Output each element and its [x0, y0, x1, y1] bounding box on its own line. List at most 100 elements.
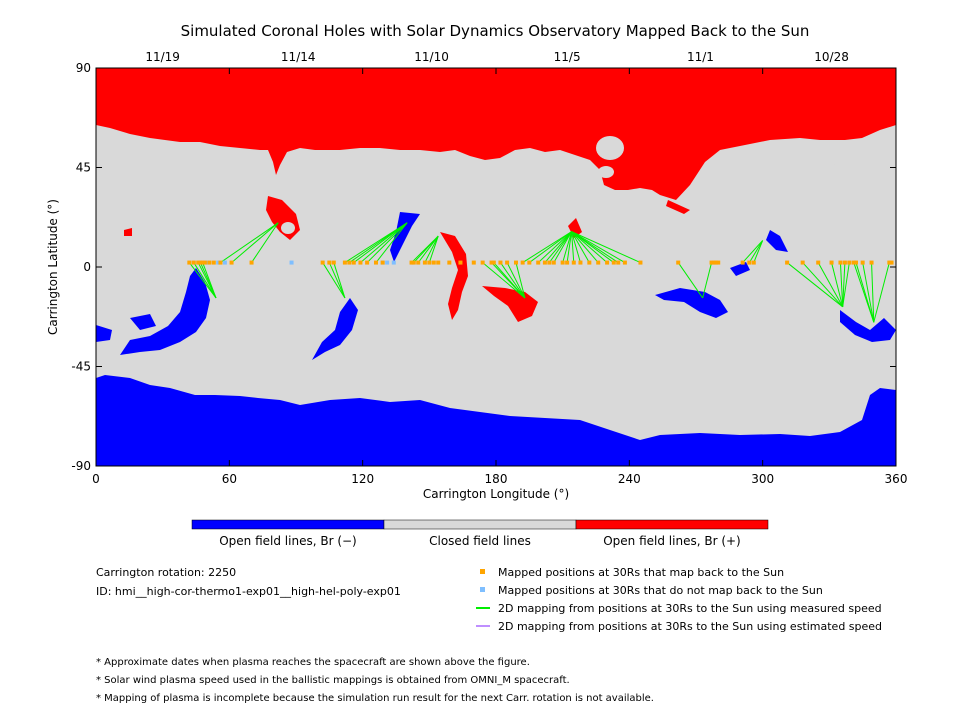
colorbar-label-closed: Closed field lines: [429, 534, 531, 548]
mapping-line: [553, 231, 572, 263]
mapped-point: [638, 260, 643, 265]
mapped-point: [622, 260, 627, 265]
y-tick-label: -90: [71, 459, 91, 473]
mapping-line: [862, 262, 875, 323]
mapped-point: [218, 260, 223, 265]
not-mapped-point: [216, 260, 221, 265]
colorbar-label-negative: Open field lines, Br (−): [219, 534, 357, 548]
mapped-point: [191, 260, 196, 265]
colorbar-open-negative: [191, 519, 385, 530]
open-negative-patch: [312, 298, 358, 360]
mapping-line: [529, 231, 572, 263]
mapped-point: [498, 260, 503, 265]
mapped-point: [211, 260, 216, 265]
mapped-point: [374, 260, 378, 265]
mapped-point: [560, 260, 565, 265]
mapped-point: [327, 260, 332, 265]
mapped-point: [202, 260, 207, 265]
mapping-line: [831, 262, 844, 307]
open-positive-patch: [124, 228, 132, 236]
mapping-line: [251, 222, 279, 263]
mapped-point: [489, 260, 494, 265]
mapping-line: [842, 262, 850, 307]
mapped-point: [514, 260, 518, 265]
mapping-line: [571, 231, 619, 263]
mapping-line: [571, 231, 590, 263]
mapping-line: [753, 240, 764, 263]
mapped-point: [854, 260, 858, 265]
mapped-point: [889, 260, 894, 265]
mapped-point: [365, 260, 370, 265]
note-dates: * Approximate dates when plasma reaches …: [96, 657, 530, 668]
open-negative-patch: [766, 230, 788, 252]
top-date-ticks: 11/19 11/14 11/10 11/5 11/1 10/28: [145, 50, 848, 64]
mapping-line: [742, 240, 764, 263]
mapped-point: [800, 260, 805, 265]
mapped-point: [358, 260, 363, 265]
open-negative-patch: [390, 212, 420, 262]
mapping-line: [482, 262, 526, 299]
x-tick-label: 120: [351, 472, 374, 486]
mapped-point: [785, 260, 790, 265]
mapping-line: [544, 231, 572, 263]
mapping-line: [571, 231, 641, 264]
mapping-line: [702, 262, 713, 299]
top-date-label: 10/28: [814, 50, 849, 64]
mapping-line: [817, 262, 844, 308]
legend-label: Mapped positions at 30Rs that do not map…: [498, 584, 823, 597]
mapped-point: [842, 260, 847, 265]
mapped-point: [347, 260, 352, 265]
mapped-point: [480, 260, 485, 265]
mapped-point: [409, 260, 414, 265]
mapping-line: [424, 235, 439, 263]
mapped-point: [471, 260, 476, 265]
open-negative-patch: [730, 262, 750, 276]
x-tick-label: 60: [222, 472, 237, 486]
x-axis-label: Carrington Longitude (°): [423, 487, 569, 501]
mapping-line: [842, 262, 846, 307]
mapped-point: [551, 260, 556, 265]
mapped-point: [436, 260, 441, 265]
colorbar-open-positive: [575, 519, 769, 530]
mapping-line: [566, 231, 573, 263]
mapping-line: [506, 262, 526, 299]
mapped-point: [816, 260, 821, 265]
mapped-point: [716, 260, 721, 265]
top-date-label: 11/19: [145, 50, 180, 64]
x-tick-label: 240: [618, 472, 641, 486]
mapping-line: [322, 262, 346, 299]
mapped-point: [547, 260, 552, 265]
closed-island: [818, 182, 842, 198]
top-date-label: 11/1: [687, 50, 714, 64]
mapped-point: [838, 260, 843, 265]
mapped-point: [447, 260, 452, 265]
mapped-point: [342, 260, 347, 265]
mapped-point: [709, 260, 714, 265]
mapped-point: [520, 260, 525, 265]
mapped-point: [711, 260, 716, 265]
mapping-line: [328, 262, 346, 299]
note-speed-source: * Solar wind plasma speed used in the ba…: [96, 675, 570, 686]
closed-island: [281, 222, 295, 234]
measured-speed-mapping-lines: [188, 222, 890, 323]
mapping-line: [375, 222, 408, 263]
x-tick-label: 300: [751, 472, 774, 486]
mapped-point: [596, 260, 601, 265]
open-negative-patch: [655, 288, 728, 318]
mapped-positions: [187, 260, 894, 265]
mapped-point: [200, 260, 205, 265]
not-mapped-point: [391, 260, 396, 265]
mapped-point: [869, 260, 874, 265]
mapping-line: [562, 231, 573, 263]
mapping-line: [786, 262, 843, 308]
mapped-point: [491, 260, 496, 265]
mapping-line: [188, 262, 217, 299]
y-tick-label: 0: [83, 260, 91, 274]
mapped-point: [571, 260, 576, 265]
open-negative-patch: [130, 314, 156, 330]
mapped-point: [416, 260, 421, 265]
mapping-line: [413, 235, 439, 263]
mapped-point: [198, 260, 203, 265]
mapped-point: [565, 260, 570, 265]
mapping-line: [748, 240, 764, 263]
